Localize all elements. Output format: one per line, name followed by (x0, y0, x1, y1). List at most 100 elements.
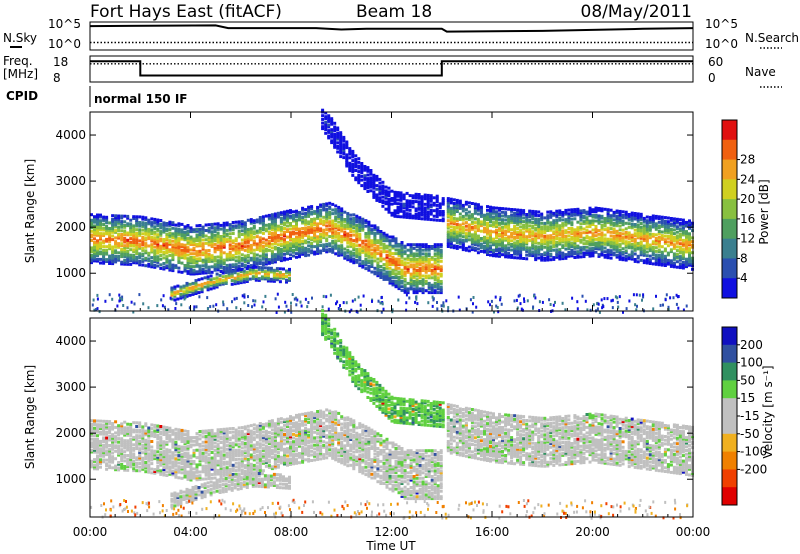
power-cell (516, 243, 520, 247)
power-cell (388, 272, 392, 276)
power-clutter (147, 306, 150, 310)
power-cell (343, 234, 347, 238)
power-clutter (231, 300, 233, 304)
power-cell (645, 222, 649, 226)
power-cell (421, 278, 425, 282)
power-cell (337, 205, 341, 209)
power-cell (90, 253, 93, 257)
power-cell (513, 243, 517, 247)
power-cell (370, 244, 374, 248)
velocity-cell (93, 465, 96, 469)
power-cell (90, 259, 93, 263)
power-cell (114, 225, 118, 229)
power-cell (458, 227, 462, 231)
power-cell (321, 117, 325, 121)
power-cell (90, 261, 93, 265)
power-cell (270, 242, 274, 246)
power-cell (108, 234, 112, 238)
power-cell (609, 216, 613, 219)
power-cell (504, 211, 508, 215)
power-cell (135, 235, 139, 239)
power-cell (348, 167, 352, 171)
power-cell (138, 224, 142, 228)
power-cell (171, 263, 175, 267)
power-cell (153, 230, 157, 234)
power-cell (558, 240, 562, 244)
power-cell (558, 238, 562, 242)
power-cell (301, 212, 305, 216)
power-cell (461, 207, 465, 211)
power-cell (537, 217, 541, 221)
power-cell (600, 238, 604, 242)
power-cell (135, 231, 139, 235)
power-clutter (290, 310, 293, 314)
velocity-cell (96, 445, 99, 449)
power-cell (367, 253, 371, 257)
power-cell (573, 233, 577, 237)
power-cell (355, 247, 359, 251)
power-cell (90, 257, 93, 261)
power-cell (176, 290, 180, 294)
power-cell (132, 231, 136, 235)
velocity-cell (99, 465, 102, 469)
power-cell (639, 222, 643, 225)
power-cell (349, 222, 353, 226)
noise-tick-left-bottom: 10^0 (48, 37, 81, 51)
power-cell (322, 247, 326, 251)
power-cell (90, 233, 93, 237)
power-cell (582, 210, 586, 214)
power-cell (449, 241, 453, 245)
power-cell (594, 247, 598, 251)
power-cell (558, 253, 562, 257)
power-cell (252, 230, 256, 234)
power-cell (423, 212, 427, 215)
power-cell (279, 257, 283, 261)
power-cell (549, 237, 553, 241)
power-cell (258, 221, 262, 225)
power-cell (337, 233, 341, 237)
power-cell (567, 243, 571, 247)
power-cell (382, 235, 386, 239)
power-cell (525, 227, 529, 231)
power-clutter (156, 304, 159, 308)
power-cell (263, 273, 267, 277)
power-cell (207, 237, 211, 241)
power-cell (549, 223, 553, 227)
power-cell (486, 236, 489, 240)
power-clutter (669, 296, 672, 300)
power-cell (372, 184, 376, 188)
power-cell (449, 240, 453, 244)
power-cell (678, 234, 682, 238)
power-cell (340, 220, 344, 224)
power-clutter (642, 295, 645, 299)
power-clutter (513, 299, 516, 303)
power-cell (624, 236, 628, 240)
power-cell (576, 233, 580, 237)
power-clutter (121, 295, 124, 299)
power-cell (621, 228, 625, 232)
power-cell (570, 237, 574, 241)
power-cell (387, 194, 391, 198)
power-cell (334, 243, 338, 247)
power-cell (168, 228, 172, 232)
power-cell (252, 241, 256, 245)
power-cell (358, 236, 362, 240)
power-clutter (284, 300, 287, 304)
power-cell (426, 210, 430, 214)
power-cell (150, 256, 154, 260)
power-cell (675, 234, 679, 238)
power-cell (501, 245, 504, 249)
power-cell (648, 249, 652, 253)
power-cell (388, 277, 392, 281)
power-cell (135, 248, 139, 252)
power-cell (564, 256, 568, 260)
power-cell (452, 220, 456, 224)
power-cell (221, 271, 225, 275)
velocity-cell (90, 426, 93, 430)
power-cell (430, 285, 434, 289)
power-cell (144, 256, 148, 260)
power-cell (266, 272, 270, 276)
power-cell (429, 203, 433, 207)
power-cell (93, 215, 96, 219)
power-cell (555, 230, 559, 233)
